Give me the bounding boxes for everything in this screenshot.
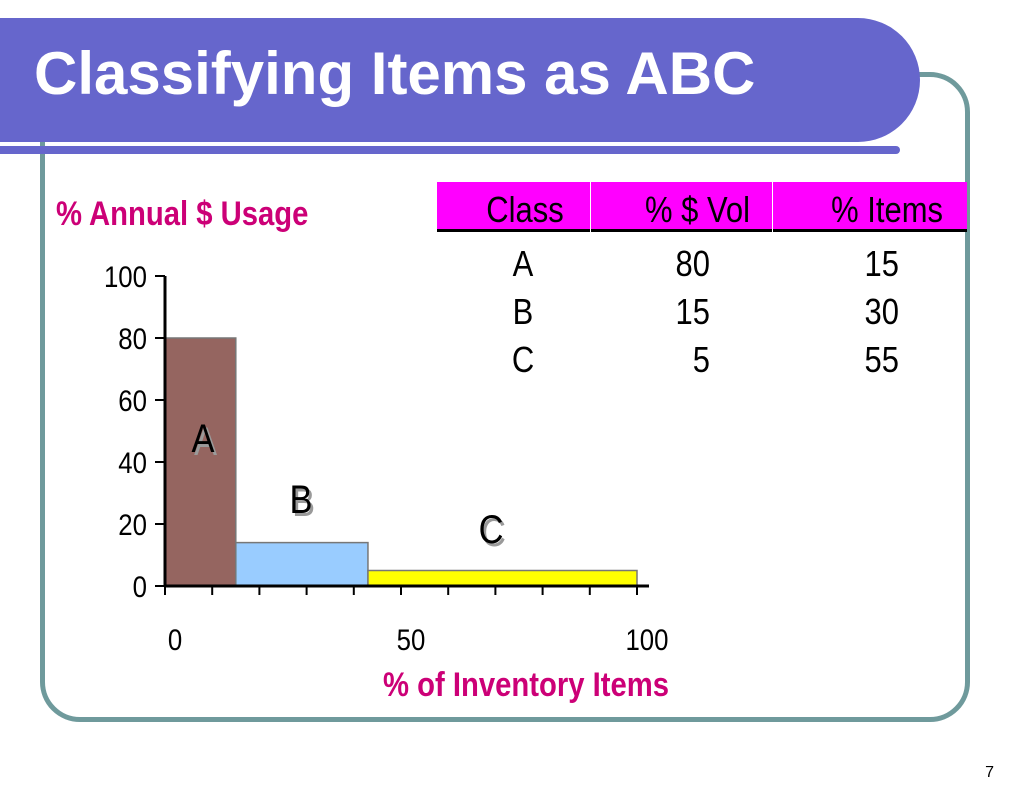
title-bar	[0, 18, 920, 142]
bar-label: B	[290, 477, 313, 522]
table-cell-class: A	[512, 243, 534, 284]
title-underline	[0, 146, 900, 154]
x-axis-label: % of Inventory Items	[383, 666, 669, 704]
x-tick-label: 0	[168, 623, 182, 656]
y-axis-label: % Annual $ Usage	[56, 195, 309, 233]
slide-title: Classifying Items as ABC	[34, 40, 756, 107]
x-tick-label: 100	[625, 623, 668, 656]
bar-a	[164, 337, 237, 587]
table-cell-items: 30	[864, 291, 899, 332]
table-cell-dollar-vol: 5	[692, 339, 710, 380]
bar-label: C	[479, 507, 504, 552]
table-divider	[590, 182, 591, 232]
table-divider	[772, 182, 773, 232]
table-header-dollar-vol: % $ Vol	[644, 189, 750, 230]
bar-label-shadow: A	[194, 419, 217, 464]
y-tick-label: 60	[118, 384, 147, 417]
table-cell-class: C	[511, 339, 535, 380]
y-tick-label: 40	[118, 446, 147, 479]
table-header-items: % Items	[831, 189, 943, 230]
y-tick-label: 100	[104, 260, 147, 293]
bar-label-shadow: C	[481, 510, 506, 555]
bar-label: A	[192, 416, 215, 461]
table-cell-items: 55	[864, 339, 899, 380]
bar-label-shadow: B	[292, 480, 315, 525]
x-tick-label: 50	[397, 623, 426, 656]
page-number: 7	[985, 764, 994, 781]
table-cell-dollar-vol: 15	[675, 291, 710, 332]
table-cell-class: B	[512, 291, 534, 332]
table-cell-items: 15	[864, 243, 899, 284]
y-tick-label: 20	[118, 508, 147, 541]
table-header-row	[437, 182, 967, 232]
table-cell-dollar-vol: 80	[675, 243, 710, 284]
y-tick-label: 80	[118, 322, 147, 355]
table-header-class: Class	[486, 189, 564, 230]
bar-c	[367, 569, 638, 587]
y-tick-label: 0	[133, 570, 147, 603]
bar-b	[235, 541, 369, 587]
